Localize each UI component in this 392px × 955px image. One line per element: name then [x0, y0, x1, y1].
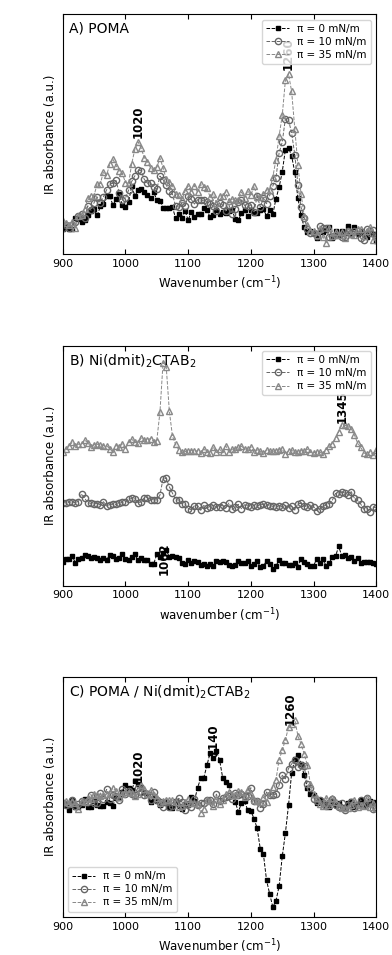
Text: 1345: 1345 — [335, 390, 348, 423]
Y-axis label: IR absorbance (a.u.): IR absorbance (a.u.) — [44, 74, 57, 194]
Text: A) POMA: A) POMA — [69, 22, 129, 35]
X-axis label: Wavenumber (cm$^{-1}$): Wavenumber (cm$^{-1}$) — [158, 937, 281, 955]
Text: B) Ni(dmit)$_2$CTAB$_2$: B) Ni(dmit)$_2$CTAB$_2$ — [69, 352, 196, 371]
Text: 1020: 1020 — [131, 105, 145, 138]
Text: 1020: 1020 — [131, 749, 145, 781]
Legend: π = 0 mN/m, π = 10 mN/m, π = 35 mN/m: π = 0 mN/m, π = 10 mN/m, π = 35 mN/m — [262, 350, 371, 395]
Y-axis label: IR absorbance (a.u.): IR absorbance (a.u.) — [44, 406, 57, 525]
X-axis label: wavenumber (cm$^{-1}$): wavenumber (cm$^{-1}$) — [159, 606, 280, 624]
Y-axis label: IR absorbance (a.u.): IR absorbance (a.u.) — [44, 737, 57, 857]
Text: 1260: 1260 — [283, 692, 296, 725]
Text: 1062: 1062 — [158, 542, 171, 575]
Legend: π = 0 mN/m, π = 10 mN/m, π = 35 mN/m: π = 0 mN/m, π = 10 mN/m, π = 35 mN/m — [262, 19, 371, 64]
Text: 1260: 1260 — [282, 37, 295, 70]
Text: 1140: 1140 — [207, 723, 220, 756]
Text: C) POMA / Ni(dmit)$_2$CTAB$_2$: C) POMA / Ni(dmit)$_2$CTAB$_2$ — [69, 684, 250, 701]
Legend: π = 0 mN/m, π = 10 mN/m, π = 35 mN/m: π = 0 mN/m, π = 10 mN/m, π = 35 mN/m — [68, 867, 177, 912]
X-axis label: Wavenumber (cm$^{-1}$): Wavenumber (cm$^{-1}$) — [158, 275, 281, 292]
